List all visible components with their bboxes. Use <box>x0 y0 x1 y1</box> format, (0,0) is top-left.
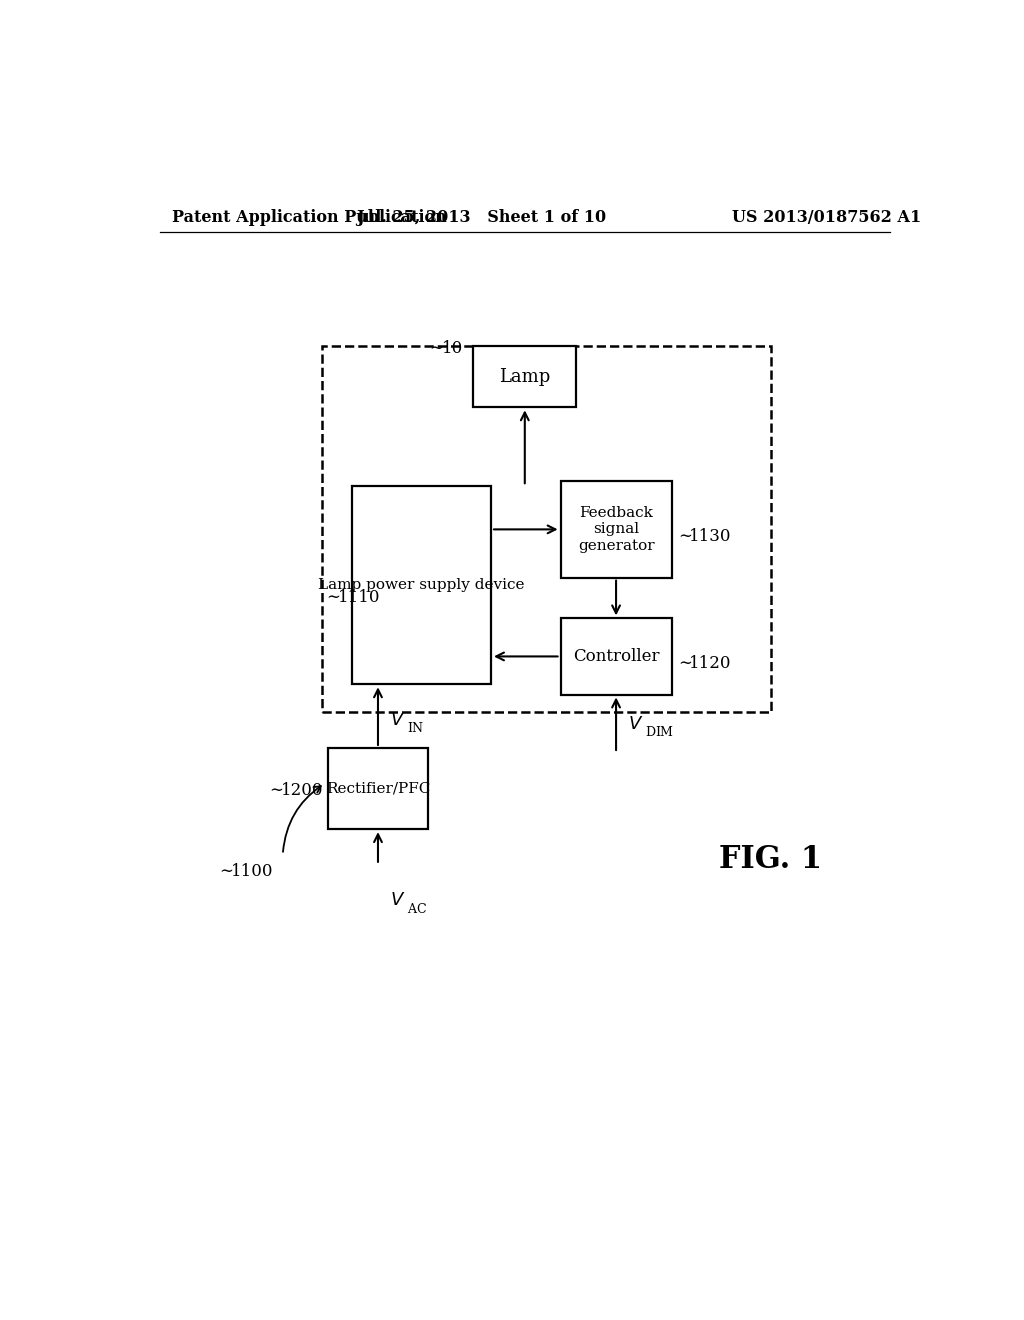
Text: Feedback
signal
generator: Feedback signal generator <box>578 506 654 553</box>
Text: 1120: 1120 <box>689 655 731 672</box>
Text: 1130: 1130 <box>689 528 731 545</box>
Text: 10: 10 <box>441 339 463 356</box>
Text: 1100: 1100 <box>231 863 273 880</box>
Text: ∼: ∼ <box>678 528 692 545</box>
Text: Lamp power supply device: Lamp power supply device <box>318 578 525 593</box>
Bar <box>473 346 577 408</box>
Text: $\mathregular{AC}$: $\mathregular{AC}$ <box>408 902 427 916</box>
Text: Patent Application Publication: Patent Application Publication <box>172 209 446 226</box>
Text: 1110: 1110 <box>338 589 381 606</box>
Text: US 2013/0187562 A1: US 2013/0187562 A1 <box>732 209 921 226</box>
Text: Controller: Controller <box>572 648 659 665</box>
Text: $V$: $V$ <box>390 711 406 729</box>
Text: FIG. 1: FIG. 1 <box>719 845 822 875</box>
Text: Lamp: Lamp <box>499 368 551 385</box>
Text: ∼: ∼ <box>269 781 283 799</box>
Text: Jul. 25, 2013   Sheet 1 of 10: Jul. 25, 2013 Sheet 1 of 10 <box>356 209 606 226</box>
Text: $V$: $V$ <box>390 891 406 909</box>
Text: ∼: ∼ <box>430 339 443 356</box>
Text: Rectifier/PFC: Rectifier/PFC <box>326 781 430 796</box>
Text: $V$: $V$ <box>628 714 643 733</box>
Text: ∼: ∼ <box>678 655 692 672</box>
Text: $\mathregular{DIM}$: $\mathregular{DIM}$ <box>645 725 675 739</box>
Text: ∼: ∼ <box>327 589 340 606</box>
Bar <box>352 486 492 684</box>
Bar <box>329 748 428 829</box>
Text: $\mathregular{IN}$: $\mathregular{IN}$ <box>408 721 425 735</box>
Text: 1200: 1200 <box>281 781 324 799</box>
Bar <box>323 346 771 713</box>
Bar <box>560 480 672 578</box>
Bar <box>560 618 672 694</box>
Text: ∼: ∼ <box>219 863 233 880</box>
